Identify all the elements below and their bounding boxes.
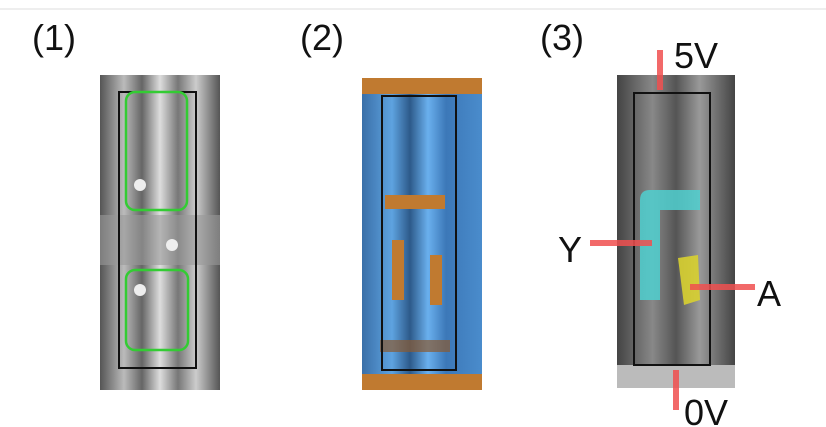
panel-label: (2) <box>300 17 344 58</box>
micrograph-2 <box>362 78 482 390</box>
annotation: 5V <box>674 35 718 76</box>
annotation: A <box>757 273 781 314</box>
micrograph-1 <box>100 75 220 390</box>
panel-label: (1) <box>32 17 76 58</box>
panel-label: (3) <box>540 17 584 58</box>
connector-lines <box>590 50 755 410</box>
annotation: Y <box>558 229 582 270</box>
annotation: 0V <box>684 392 728 427</box>
micrograph-3 <box>617 75 735 388</box>
